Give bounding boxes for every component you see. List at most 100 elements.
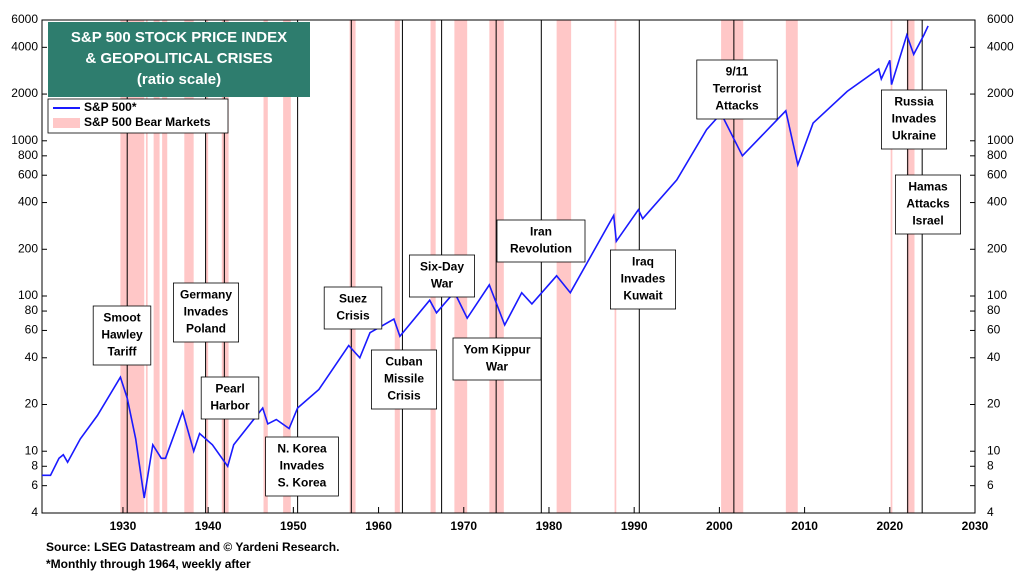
event-label: Crisis (387, 389, 421, 403)
event-label: Germany (180, 288, 232, 302)
event-label: Harbor (210, 399, 250, 413)
y2-tick-label: 1000 (987, 133, 1014, 147)
event-label: Cuban (385, 355, 422, 369)
event-label: Crisis (336, 309, 370, 323)
x-tick-label: 1950 (280, 519, 307, 533)
y2-tick-label: 100 (987, 288, 1007, 302)
y-tick-label: 600 (18, 167, 38, 181)
event-label: S. Korea (278, 476, 327, 490)
bear-market (221, 20, 229, 513)
legend-box (47, 98, 229, 134)
event-label: Israel (912, 214, 943, 228)
y-tick-label: 6 (31, 478, 38, 492)
event-box (408, 254, 475, 298)
event-label: Terrorist (713, 82, 761, 96)
event-box (496, 219, 586, 263)
y-tick-label: 200 (18, 241, 38, 255)
bear-market (785, 20, 798, 513)
source: Source: LSEG Datastream and © Yardeni Re… (46, 540, 339, 554)
x-tick-label: 1960 (365, 519, 392, 533)
y2-tick-label: 6 (987, 478, 994, 492)
event-label: Six-Day (420, 260, 464, 274)
event-label: Poland (186, 322, 226, 336)
y2-tick-label: 80 (987, 303, 1001, 317)
bear-market (263, 20, 268, 513)
event-box (881, 89, 948, 150)
event-label: Kuwait (623, 289, 662, 303)
y2-tick-label: 2000 (987, 86, 1014, 100)
x-tick-label: 1970 (450, 519, 477, 533)
y2-tick-label: 4000 (987, 40, 1014, 54)
x-tick-label: 2010 (791, 519, 818, 533)
event-box (265, 436, 339, 497)
x-tick-label: 2000 (706, 519, 733, 533)
event-label: Invades (621, 272, 666, 286)
x-tick-label: 2030 (962, 519, 989, 533)
y-tick-label: 800 (18, 148, 38, 162)
event-label: Attacks (715, 99, 759, 113)
event-label: 9/11 (726, 65, 749, 79)
event-label: Tariff (107, 345, 137, 359)
bear-market (162, 20, 168, 513)
event-label: War (431, 277, 454, 291)
y-tick-label: 8 (31, 458, 38, 472)
event-label: War (486, 360, 509, 374)
event-label: Ukraine (892, 129, 936, 143)
y-tick-label: 2000 (11, 86, 38, 100)
event-label: Hamas (908, 180, 948, 194)
y-tick-label: 20 (25, 397, 39, 411)
x-tick-label: 1940 (195, 519, 222, 533)
bear-market (906, 20, 915, 513)
y-tick-label: 4 (31, 505, 38, 519)
y-tick-label: 400 (18, 195, 38, 209)
y2-tick-label: 8 (987, 458, 994, 472)
event-label: Invades (280, 459, 325, 473)
sp500-line (42, 25, 929, 499)
bear-market (145, 20, 148, 513)
event-label: Hawley (101, 328, 143, 342)
chart-title: (ratio scale) (137, 71, 221, 88)
bear-market (721, 20, 744, 513)
y-tick-label: 80 (25, 303, 39, 317)
y2-tick-label: 40 (987, 350, 1001, 364)
event-box (92, 305, 152, 366)
legend-swatch (53, 118, 80, 128)
bear-market (184, 20, 194, 513)
event-box (696, 59, 778, 120)
y2-tick-label: 4 (987, 505, 994, 519)
y-tick-label: 10 (25, 443, 39, 457)
y2-tick-label: 6000 (987, 12, 1014, 26)
event-label: Attacks (906, 197, 950, 211)
legend-label: S&P 500 Bear Markets (84, 115, 211, 129)
event-label: Pearl (215, 382, 244, 396)
y-tick-label: 100 (18, 288, 38, 302)
y-tick-label: 6000 (11, 12, 38, 26)
x-tick-label: 1980 (536, 519, 563, 533)
x-tick-label: 2020 (876, 519, 903, 533)
event-label: Russia (894, 95, 934, 109)
event-box (172, 282, 239, 343)
bear-market (890, 20, 893, 513)
y2-tick-label: 200 (987, 241, 1007, 255)
x-tick-label: 1990 (621, 519, 648, 533)
event-label: Iraq (632, 255, 654, 269)
event-label: Iran (530, 225, 552, 239)
event-box (895, 174, 962, 235)
event-label: N. Korea (277, 442, 327, 456)
y2-tick-label: 800 (987, 148, 1007, 162)
y2-tick-label: 20 (987, 397, 1001, 411)
footnote: *Monthly through 1964, weekly after (46, 557, 251, 571)
event-box (370, 349, 437, 410)
y2-tick-label: 10 (987, 443, 1001, 457)
bear-market (349, 20, 356, 513)
y2-tick-label: 60 (987, 323, 1001, 337)
plot-frame (41, 19, 976, 514)
event-label: Yom Kippur (463, 343, 530, 357)
bear-market (394, 20, 400, 513)
x-tick-label: 1930 (110, 519, 137, 533)
event-label: Missile (384, 372, 424, 386)
chart-title: & GEOPOLITICAL CRISES (85, 50, 272, 67)
y-tick-label: 60 (25, 323, 39, 337)
y-tick-label: 40 (25, 350, 39, 364)
bear-market (283, 20, 291, 513)
